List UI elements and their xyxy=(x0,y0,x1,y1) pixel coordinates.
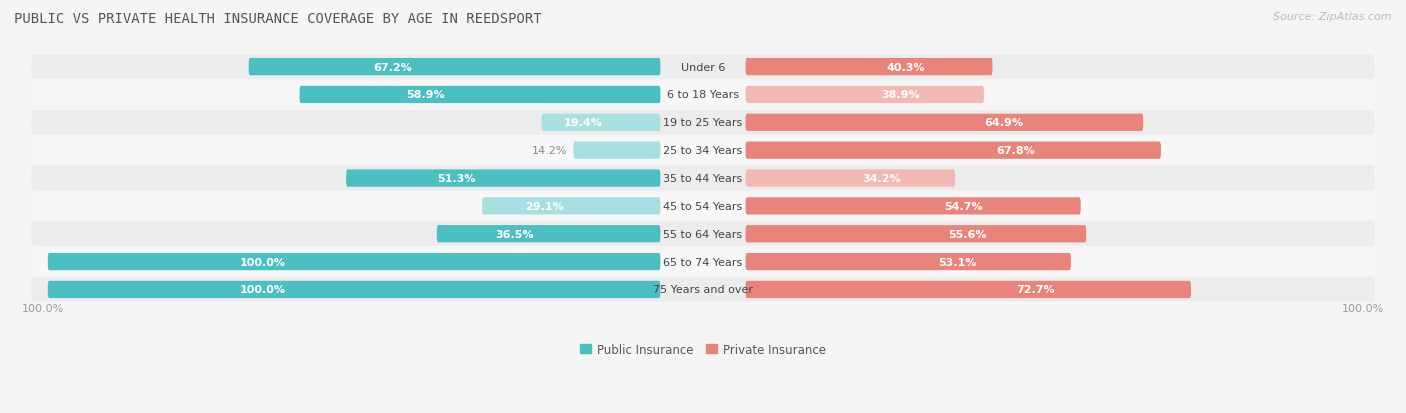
Text: 35 to 44 Years: 35 to 44 Years xyxy=(664,173,742,184)
Text: 72.7%: 72.7% xyxy=(1015,285,1054,295)
Text: 6 to 18 Years: 6 to 18 Years xyxy=(666,90,740,100)
FancyBboxPatch shape xyxy=(745,170,955,187)
FancyBboxPatch shape xyxy=(31,111,1375,135)
Text: 34.2%: 34.2% xyxy=(862,173,901,184)
Text: 65 to 74 Years: 65 to 74 Years xyxy=(664,257,742,267)
FancyBboxPatch shape xyxy=(299,87,661,104)
FancyBboxPatch shape xyxy=(249,59,661,76)
FancyBboxPatch shape xyxy=(346,170,661,187)
Text: 75 Years and over: 75 Years and over xyxy=(652,285,754,295)
Text: 38.9%: 38.9% xyxy=(882,90,920,100)
FancyBboxPatch shape xyxy=(541,114,661,132)
FancyBboxPatch shape xyxy=(745,198,1081,215)
FancyBboxPatch shape xyxy=(745,225,1087,243)
FancyBboxPatch shape xyxy=(31,278,1375,302)
Text: 100.0%: 100.0% xyxy=(21,304,63,313)
FancyBboxPatch shape xyxy=(31,194,1375,218)
FancyBboxPatch shape xyxy=(437,225,661,243)
FancyBboxPatch shape xyxy=(31,250,1375,274)
Text: Source: ZipAtlas.com: Source: ZipAtlas.com xyxy=(1274,12,1392,22)
FancyBboxPatch shape xyxy=(31,222,1375,247)
Text: 19.4%: 19.4% xyxy=(564,118,603,128)
Text: 25 to 34 Years: 25 to 34 Years xyxy=(664,146,742,156)
Text: 64.9%: 64.9% xyxy=(984,118,1024,128)
Text: 100.0%: 100.0% xyxy=(239,257,285,267)
FancyBboxPatch shape xyxy=(745,142,1161,159)
Text: 55 to 64 Years: 55 to 64 Years xyxy=(664,229,742,239)
Text: 53.1%: 53.1% xyxy=(938,257,976,267)
Text: 14.2%: 14.2% xyxy=(531,146,567,156)
FancyBboxPatch shape xyxy=(48,281,661,298)
Text: 100.0%: 100.0% xyxy=(239,285,285,295)
FancyBboxPatch shape xyxy=(48,253,661,271)
Text: 100.0%: 100.0% xyxy=(1343,304,1385,313)
Text: 40.3%: 40.3% xyxy=(887,62,925,72)
Text: 45 to 54 Years: 45 to 54 Years xyxy=(664,202,742,211)
Text: 51.3%: 51.3% xyxy=(437,173,475,184)
FancyBboxPatch shape xyxy=(745,281,1191,298)
Text: 67.8%: 67.8% xyxy=(997,146,1035,156)
Text: PUBLIC VS PRIVATE HEALTH INSURANCE COVERAGE BY AGE IN REEDSPORT: PUBLIC VS PRIVATE HEALTH INSURANCE COVER… xyxy=(14,12,541,26)
FancyBboxPatch shape xyxy=(31,55,1375,80)
FancyBboxPatch shape xyxy=(745,59,993,76)
Text: 36.5%: 36.5% xyxy=(496,229,534,239)
Text: 29.1%: 29.1% xyxy=(526,202,564,211)
FancyBboxPatch shape xyxy=(31,139,1375,163)
Text: Under 6: Under 6 xyxy=(681,62,725,72)
Text: 55.6%: 55.6% xyxy=(948,229,986,239)
FancyBboxPatch shape xyxy=(482,198,661,215)
Text: 67.2%: 67.2% xyxy=(374,62,412,72)
FancyBboxPatch shape xyxy=(745,114,1143,132)
FancyBboxPatch shape xyxy=(745,87,984,104)
Legend: Public Insurance, Private Insurance: Public Insurance, Private Insurance xyxy=(575,338,831,361)
Text: 54.7%: 54.7% xyxy=(943,202,983,211)
Text: 58.9%: 58.9% xyxy=(406,90,446,100)
FancyBboxPatch shape xyxy=(745,253,1071,271)
FancyBboxPatch shape xyxy=(574,142,661,159)
FancyBboxPatch shape xyxy=(31,166,1375,191)
FancyBboxPatch shape xyxy=(31,83,1375,107)
Text: 19 to 25 Years: 19 to 25 Years xyxy=(664,118,742,128)
